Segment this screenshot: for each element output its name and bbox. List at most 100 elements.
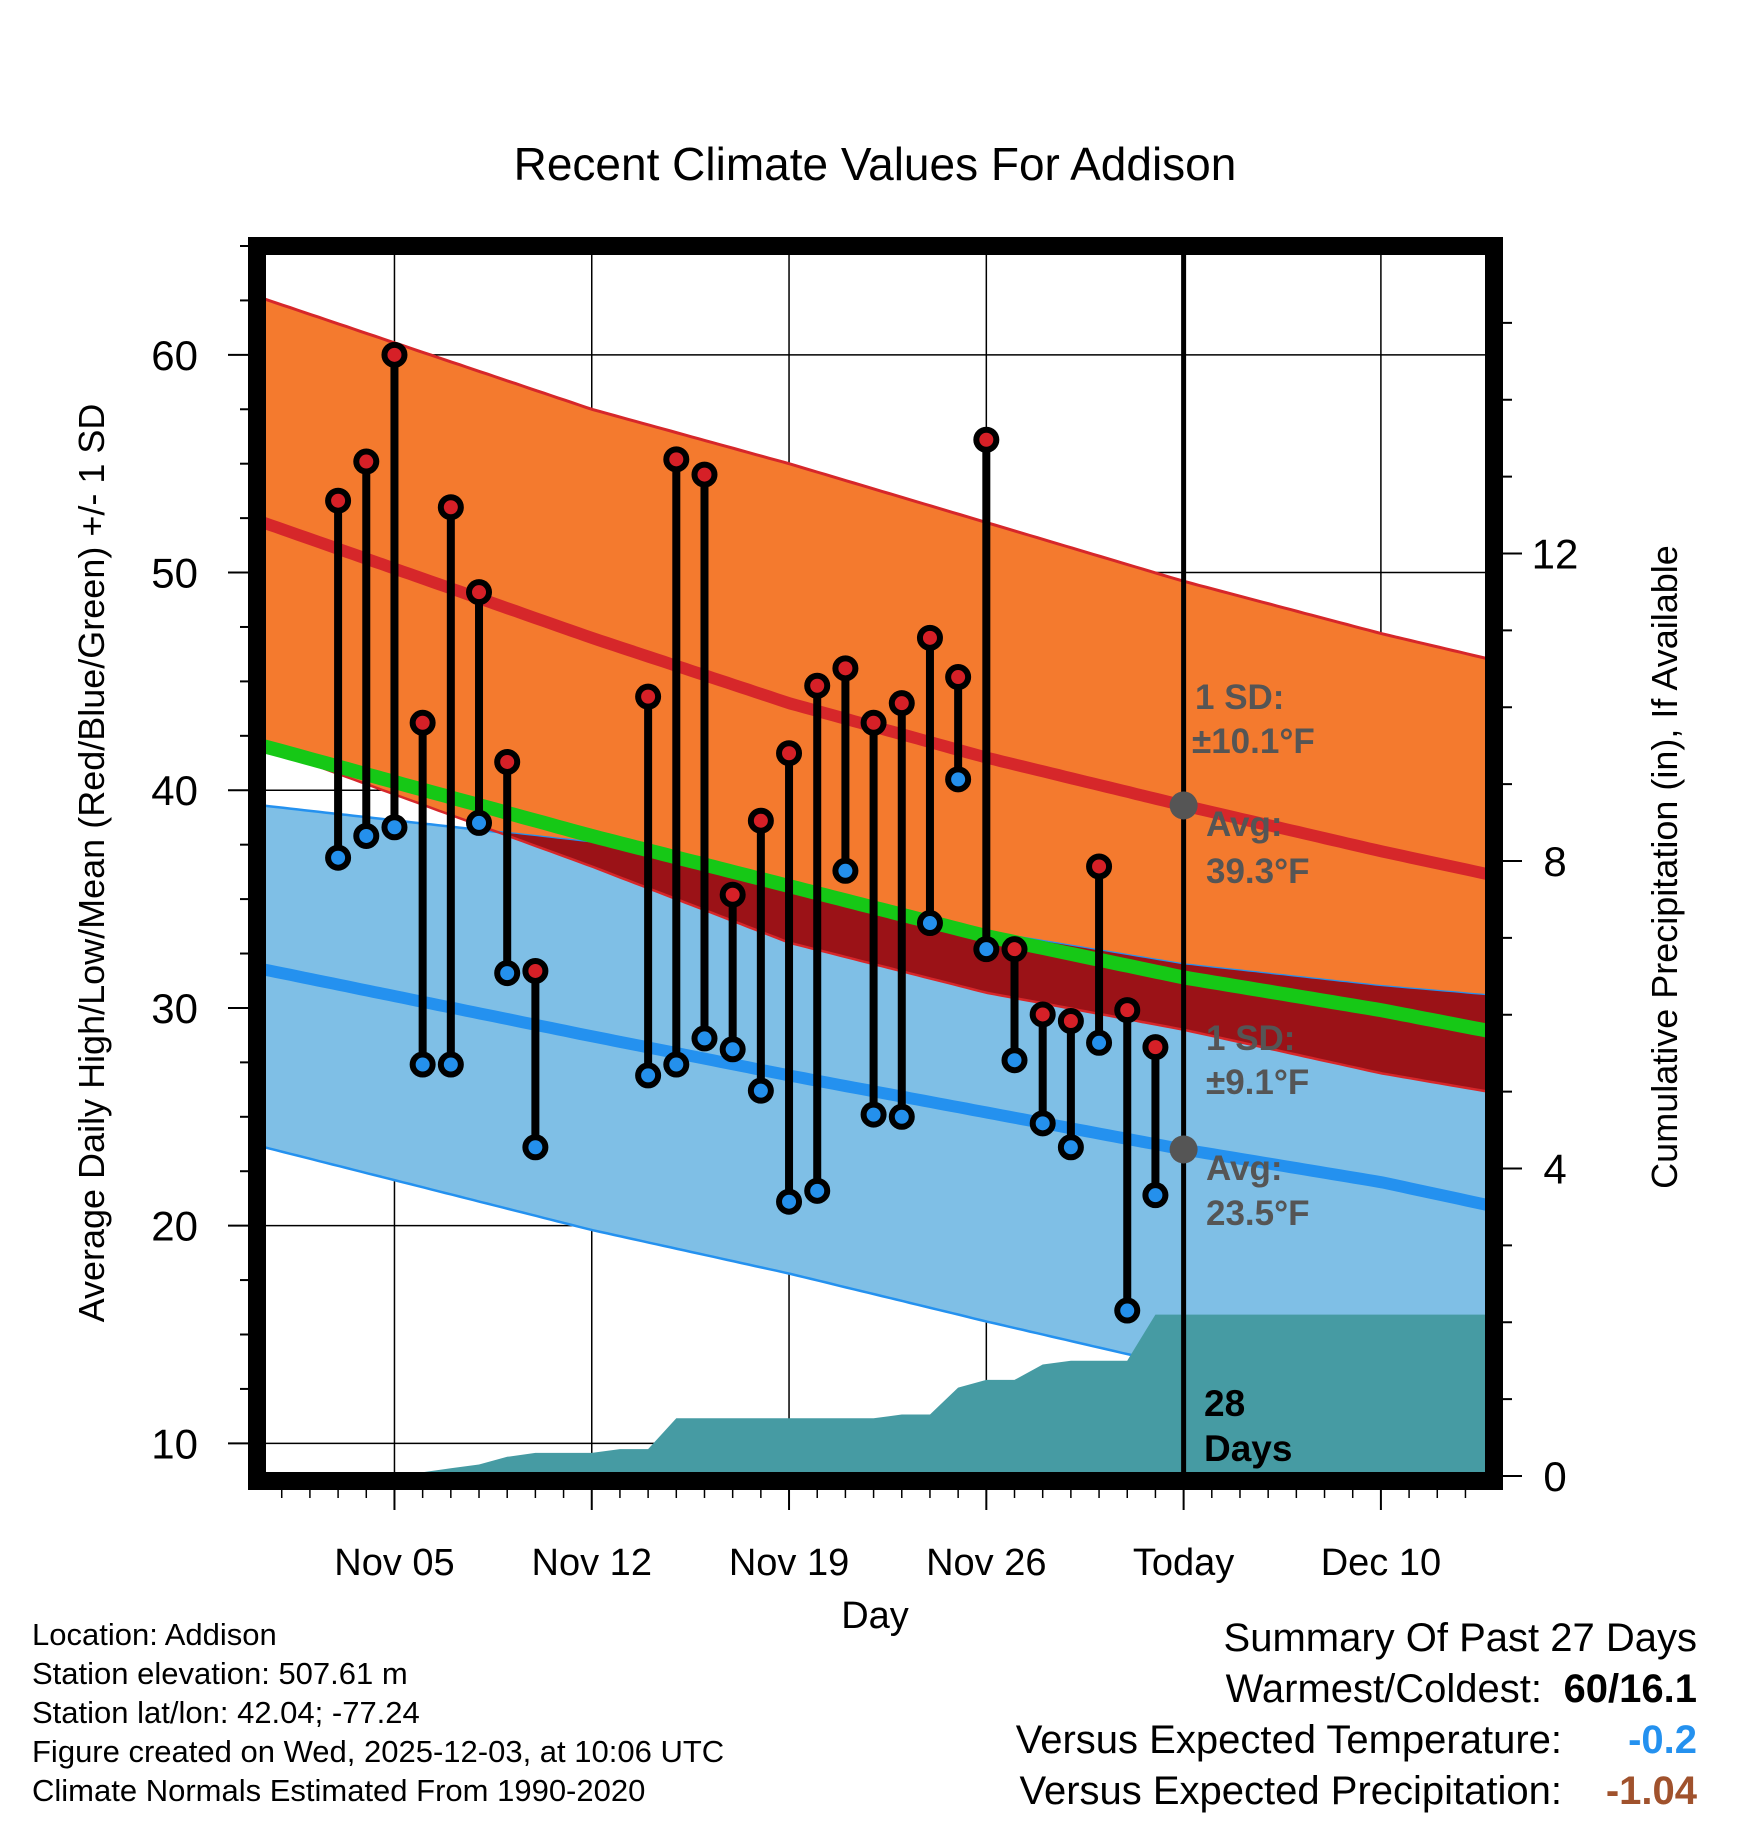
observed-high-point: [719, 881, 746, 908]
y-tick-label-40: 40: [151, 767, 198, 814]
observed-low-point: [916, 910, 943, 937]
y2-tick-label-4: 4: [1543, 1146, 1566, 1193]
y-tick-label-20: 20: [151, 1203, 198, 1250]
y-tick-label-30: 30: [151, 985, 198, 1032]
plot-frame: [248, 237, 1503, 1490]
observed-low-point: [409, 1051, 436, 1078]
y-axis-label: Average Daily High/Low/Mean (Red/Blue/Gr…: [71, 404, 112, 1323]
y2-tick-label-0: 0: [1543, 1453, 1566, 1500]
y-tick-label-50: 50: [151, 550, 198, 597]
observed-high-point: [945, 664, 972, 691]
observed-low-point: [945, 766, 972, 793]
observed-high-point: [635, 683, 662, 710]
low-avg-label: Avg:: [1206, 1149, 1282, 1188]
observed-high-point: [409, 709, 436, 736]
y-tick-label-10: 10: [151, 1420, 198, 1467]
precip-label: Versus Expected Precipitation:: [1019, 1769, 1562, 1813]
temp-value: -0.2: [1628, 1718, 1697, 1762]
observed-low-point: [719, 1036, 746, 1063]
normal-high-upper-line: [262, 296, 1488, 661]
observed-high-point: [832, 655, 859, 682]
observed-high-point: [1029, 1001, 1056, 1028]
x-tick-label-nov-12: Nov 12: [532, 1542, 652, 1584]
observed-high-point: [691, 461, 718, 488]
axes: 10 20 30 40 50 60 0 4 8 12 Nov 05 Nov 12 Nov 19 Nov 2…: [151, 245, 1579, 1584]
observed-high-point: [747, 807, 774, 834]
observed-high-point: [804, 672, 831, 699]
elevation-text: Station elevation: 507.61 m: [32, 1656, 408, 1691]
low-avg-value: 23.5°F: [1206, 1194, 1310, 1233]
chart-title: Recent Climate Values For Addison: [514, 138, 1237, 190]
latlon-text: Station lat/lon: 42.04; -77.24: [32, 1695, 420, 1730]
warm-cold-value: 60/16.1: [1563, 1667, 1697, 1711]
x-tick-label-nov-26: Nov 26: [926, 1542, 1046, 1584]
summary-panel: Summary Of Past 27 Days Warmest/Coldest:…: [897, 1616, 1697, 1820]
observed-low-point: [832, 857, 859, 884]
low-sd-value: ±9.1°F: [1206, 1063, 1309, 1102]
observed-high-point: [776, 740, 803, 767]
observed-high-point: [1142, 1034, 1169, 1061]
observed-low-point: [522, 1134, 549, 1161]
created-text: Figure created on Wed, 2025-12-03, at 10…: [32, 1734, 725, 1769]
observed-low-point: [1086, 1029, 1113, 1056]
observed-low-point: [466, 809, 493, 836]
observed-high-point: [437, 494, 464, 521]
normals-text: Climate Normals Estimated From 1990-2020: [32, 1773, 646, 1808]
observed-low-point: [1114, 1297, 1141, 1324]
observed-low-point: [776, 1188, 803, 1215]
observed-low-point: [888, 1103, 915, 1130]
x-tick-label-nov-19: Nov 19: [729, 1542, 849, 1584]
observed-low-point: [437, 1051, 464, 1078]
observed-high-point: [381, 341, 408, 368]
observed-low-point: [663, 1051, 690, 1078]
observed-high-point: [888, 690, 915, 717]
observed-high-point: [916, 624, 943, 651]
observed-high-point: [1057, 1008, 1084, 1035]
observed-low-point: [635, 1062, 662, 1089]
observed-low-point: [353, 822, 380, 849]
high-sd-label: 1 SD:: [1195, 678, 1284, 717]
location-text: Location: Addison: [32, 1617, 277, 1652]
observed-high-point: [1086, 853, 1113, 880]
observed-low-point: [1001, 1047, 1028, 1074]
observed-low-point: [860, 1101, 887, 1128]
observed-low-point: [804, 1177, 831, 1204]
plot-overlay: 1 SD: ±10.1°F Avg: 39.3°F 1 SD: ±9.1°F Avg: 23.…: [1169, 246, 1315, 1476]
x-tick-label-nov-05: Nov 05: [334, 1542, 454, 1584]
today-low-avg-dot: [1169, 1135, 1198, 1164]
days-count-number: 28: [1204, 1383, 1245, 1424]
x-axis-label: Day: [841, 1595, 909, 1637]
temp-label: Versus Expected Temperature:: [1015, 1718, 1562, 1762]
observed-low-point: [973, 936, 1000, 963]
low-sd-label: 1 SD:: [1206, 1019, 1295, 1058]
observed-low-point: [747, 1077, 774, 1104]
observed-high-point: [1001, 936, 1028, 963]
high-sd-value: ±10.1°F: [1192, 722, 1315, 761]
observed-high-point: [973, 426, 1000, 453]
observed-low-point: [1057, 1134, 1084, 1161]
y-tick-label-60: 60: [151, 332, 198, 379]
observed-high-point: [522, 957, 549, 984]
high-avg-label: Avg:: [1206, 805, 1282, 844]
observed-high-point: [860, 709, 887, 736]
precip-area: [262, 1314, 1488, 1476]
observed-low-point: [1029, 1110, 1056, 1137]
x-tick-label-today: Today: [1133, 1542, 1234, 1584]
y2-tick-label-12: 12: [1532, 531, 1579, 578]
observed-high-point: [353, 448, 380, 475]
observed-low-point: [691, 1025, 718, 1052]
observed-high-point: [494, 748, 521, 775]
precip-value: -1.04: [1605, 1769, 1697, 1813]
observed-high-point: [325, 487, 352, 514]
station-info: Location: Addison Station elevation: 507…: [32, 1615, 724, 1810]
observed-low-point: [1142, 1182, 1169, 1209]
observed-high-point: [1114, 997, 1141, 1024]
high-avg-value: 39.3°F: [1206, 852, 1310, 891]
today-high-avg-dot: [1169, 791, 1198, 820]
warm-cold-label: Warmest/Coldest:: [1225, 1667, 1542, 1711]
observed-low-point: [381, 814, 408, 841]
x-tick-label-dec-10: Dec 10: [1321, 1542, 1441, 1584]
y2-axis-label: Cumulative Precipitation (in), If Availa…: [1644, 545, 1685, 1189]
days-count-word: Days: [1204, 1428, 1292, 1469]
